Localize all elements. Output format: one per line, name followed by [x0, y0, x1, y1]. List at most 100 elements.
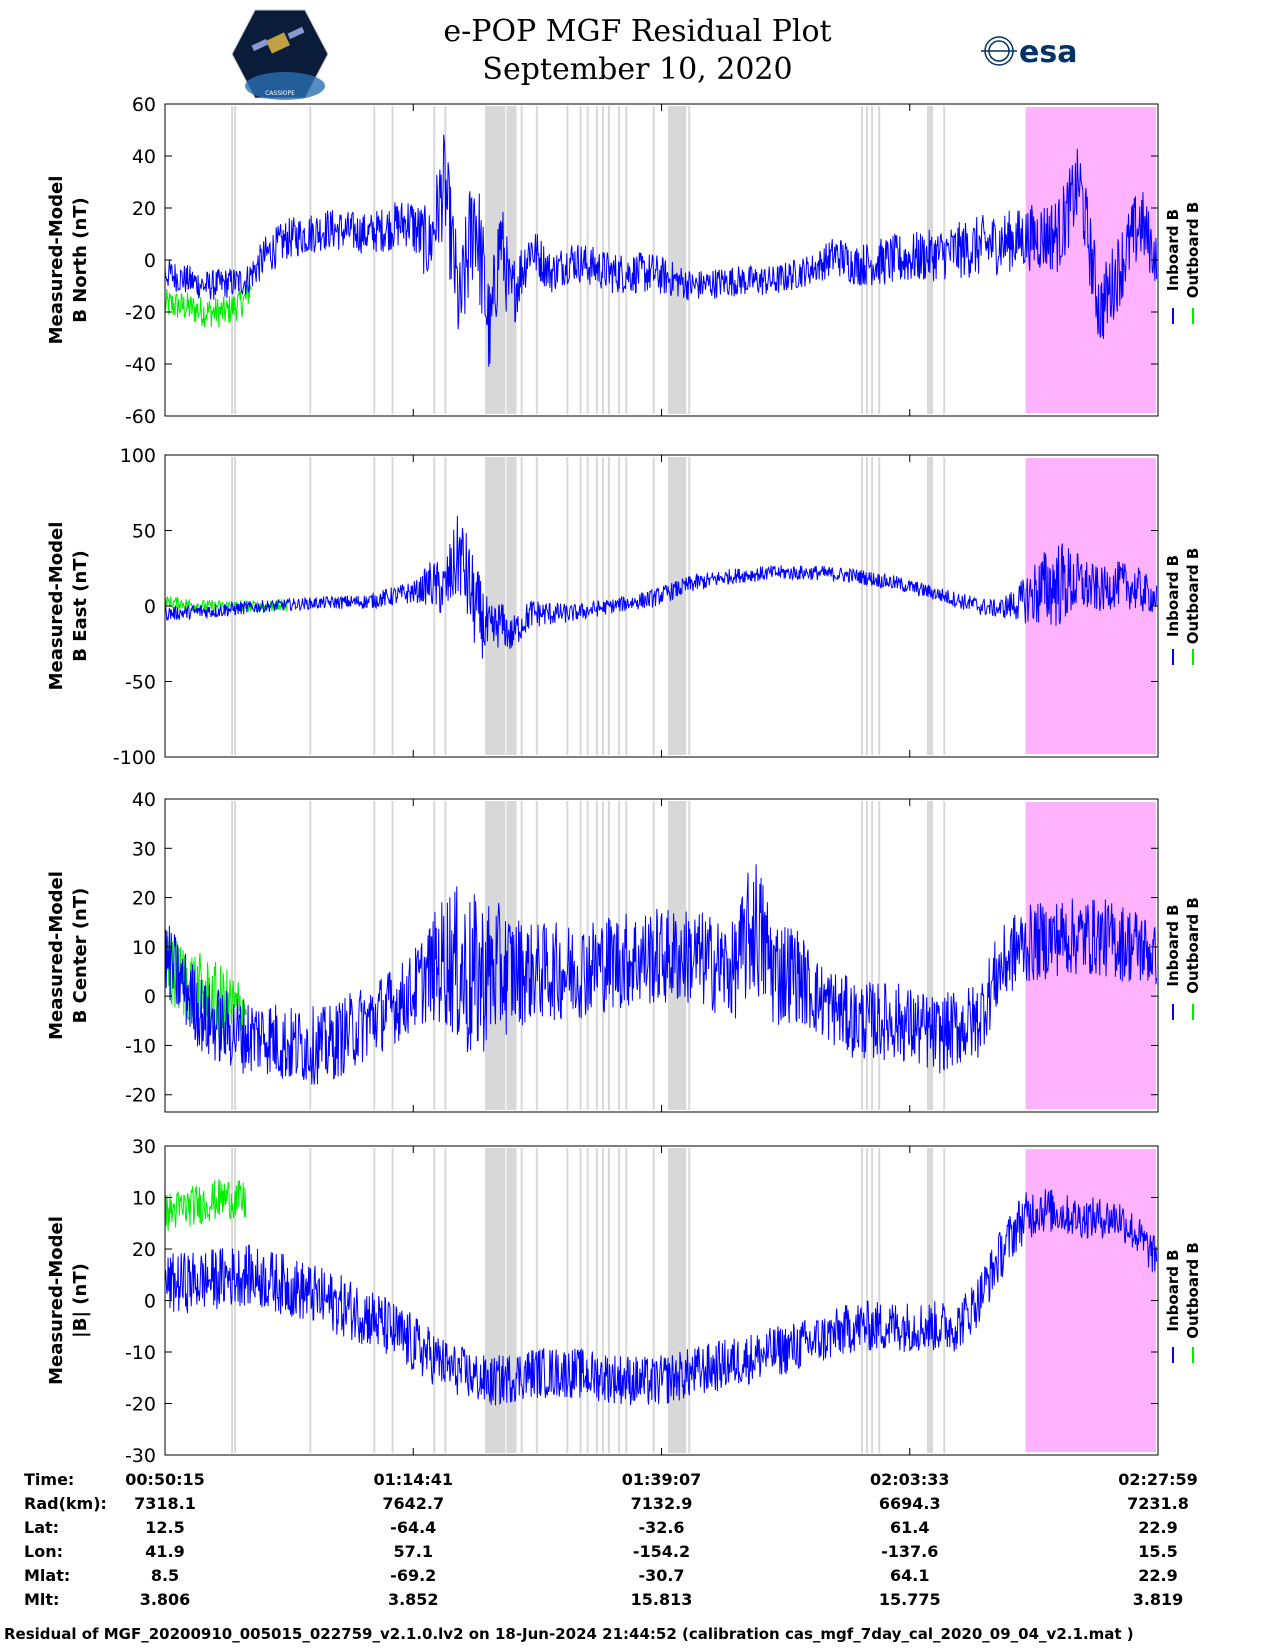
data-gap-band [391, 801, 394, 1110]
footer-caption: Residual of MGF_20200910_005015_022759_v… [4, 1625, 1134, 1643]
y-tick-label: 0 [144, 1291, 156, 1313]
missing-data-band [1025, 458, 1156, 754]
data-gap-band [618, 106, 621, 414]
x-table-value-mlat: 8.5 [151, 1566, 179, 1585]
panel-center: -20 -10 0 10 20 30 40 Measured-Model B Center (n… [46, 789, 1202, 1113]
panel-total: -30 -20 -10 0 20 10 30 Measured-Model |B| (nT) In… [46, 1136, 1202, 1467]
y-tick-label: 0 [144, 986, 156, 1008]
data-gap-band [579, 801, 582, 1110]
data-gap-band [625, 801, 628, 1110]
data-gap-band [871, 801, 874, 1110]
data-gap-band [667, 106, 687, 414]
data-gap-band [871, 457, 874, 755]
data-gap-band [618, 801, 621, 1110]
data-gap-band [309, 1148, 312, 1453]
data-gap-band [535, 457, 538, 755]
y-tick-label: 10 [132, 1188, 156, 1210]
data-gap-band [607, 1148, 610, 1453]
x-table-row-label: Lon: [24, 1542, 63, 1561]
y-tick-label: 40 [132, 146, 156, 168]
data-gap-band [652, 106, 655, 414]
data-gap-band [485, 106, 506, 414]
data-gap-band [595, 1148, 598, 1453]
data-gap-band [444, 801, 447, 1110]
y-axis-label: Measured-Model [46, 871, 67, 1040]
chart-title: e-POP MGF Residual Plot [443, 14, 832, 49]
x-table-value-rad: 7642.7 [382, 1494, 444, 1513]
data-gap-band [391, 106, 394, 414]
data-gap-band [652, 1148, 655, 1453]
y-tick-label: -20 [125, 302, 156, 324]
data-gap-band [667, 1148, 687, 1453]
x-table-value-lon: -137.6 [881, 1542, 938, 1561]
data-gap-band [667, 457, 687, 755]
data-gap-band [871, 106, 874, 414]
data-gap-band [607, 457, 610, 755]
data-gap-band [566, 801, 569, 1110]
x-table-row-label: Rad(km): [24, 1494, 107, 1513]
data-gap-band [586, 106, 589, 414]
data-gap-band [866, 1148, 869, 1453]
data-gap-band [878, 1148, 881, 1453]
y-axis-label: Measured-Model [46, 522, 67, 691]
y-tick-label: 60 [132, 94, 156, 116]
data-gap-band [535, 1148, 538, 1453]
legend-label: Outboard B [1184, 897, 1202, 994]
data-gap-band [234, 106, 237, 414]
y-tick-label: -100 [113, 747, 156, 769]
y-tick-label: -40 [125, 354, 156, 376]
data-gap-band [433, 1148, 436, 1453]
data-gap-band [927, 801, 934, 1110]
y-tick-label: -20 [125, 1394, 156, 1416]
x-table-value-time: 02:03:33 [870, 1470, 950, 1489]
data-gap-band [444, 1148, 447, 1453]
data-gap-band [595, 457, 598, 755]
legend-label: Inboard B [1164, 555, 1182, 637]
series-trace-inboard [164, 1189, 1158, 1406]
x-table-value-time: 01:14:41 [373, 1470, 453, 1489]
panel-east: -100 -50 0 50 100 Measured-Model B East (nT) In… [46, 445, 1202, 769]
plot-frame [164, 103, 1159, 417]
esa-logo-text: esa [1019, 35, 1077, 70]
data-gap-band [506, 1148, 517, 1453]
x-table-value-lon: -154.2 [633, 1542, 690, 1561]
x-table-value-lon: 15.5 [1138, 1542, 1177, 1561]
data-gap-band [231, 457, 234, 755]
data-gap-band [231, 801, 234, 1110]
y-tick-label: -10 [125, 1342, 156, 1364]
y-tick-label: 20 [132, 198, 156, 220]
x-table-value-mlat: -69.2 [390, 1566, 436, 1585]
data-gap-band [506, 457, 517, 755]
data-gap-band [943, 457, 946, 755]
data-gap-band [444, 457, 447, 755]
y-tick-label: 30 [132, 1136, 156, 1158]
data-gap-band [485, 801, 506, 1110]
x-table-row-label: Mlt: [24, 1590, 59, 1609]
y-tick-label: 40 [132, 789, 156, 811]
data-gap-band [566, 457, 569, 755]
series-trace-inboard [164, 864, 1158, 1085]
data-gap-band [566, 1148, 569, 1453]
data-gap-band [309, 106, 312, 414]
data-gap-band [878, 457, 881, 755]
legend-label: Inboard B [1164, 209, 1182, 291]
data-gap-band [866, 801, 869, 1110]
data-gap-band [586, 457, 589, 755]
y-axis-label: Measured-Model [46, 176, 67, 345]
data-gap-band [688, 1148, 691, 1453]
data-gap-band [601, 1148, 604, 1453]
x-table-value-lat: 12.5 [145, 1518, 184, 1537]
x-table-value-mlat: -30.7 [638, 1566, 684, 1585]
data-gap-band [391, 457, 394, 755]
data-gap-band [506, 106, 517, 414]
chart-date: September 10, 2020 [482, 52, 793, 87]
x-table-row-label: Mlat: [24, 1566, 70, 1585]
x-table-value-mlat: 64.1 [890, 1566, 929, 1585]
data-gap-band [391, 1148, 394, 1453]
esa-logo: esa [981, 35, 1077, 70]
data-gap-band [625, 1148, 628, 1453]
data-gap-band [520, 457, 523, 755]
data-gap-band [618, 1148, 621, 1453]
x-table-value-lat: -64.4 [390, 1518, 436, 1537]
